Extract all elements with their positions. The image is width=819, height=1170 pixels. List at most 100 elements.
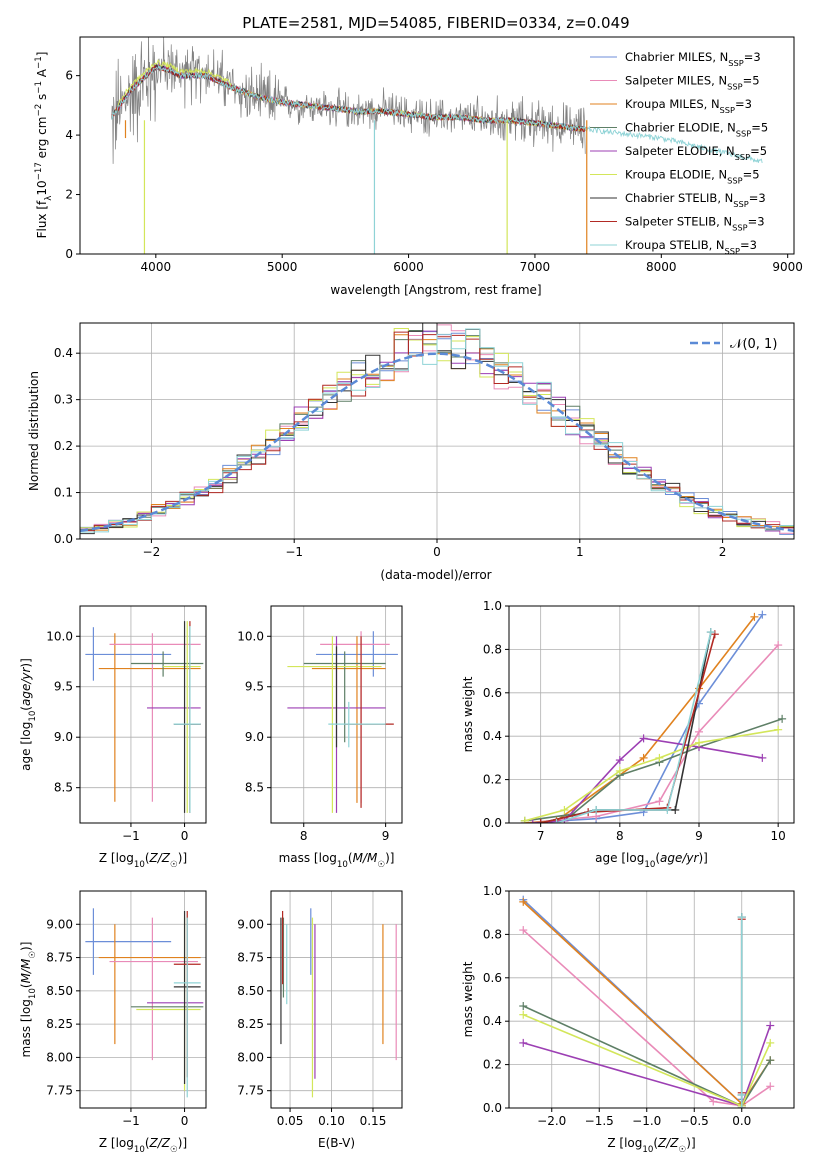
y-tick-label: 8.5	[54, 781, 73, 795]
x-tick-label: 7	[537, 829, 545, 843]
y-tick-label: 0.8	[483, 642, 502, 656]
label-part: Z [log	[607, 1136, 642, 1150]
label-part: (	[653, 1136, 658, 1150]
legend-entry: Kroupa STELIB, NSSP=3	[625, 238, 757, 256]
label-part: s	[35, 94, 49, 104]
y-tick-label: 0.4	[483, 729, 502, 743]
age-vs-z-chart: −1 08.59.09.510.0Z [log10(Z/Z☉)]age [log1…	[19, 605, 207, 870]
x-tick-label: 4000	[141, 260, 172, 274]
label-part: )]	[19, 942, 33, 951]
label-part: age/yr	[660, 851, 699, 865]
y-tick-label: 7.75	[46, 1084, 73, 1098]
axes-frame	[79, 605, 207, 824]
x-tick-label: 1	[576, 545, 584, 559]
axes-frame	[508, 890, 795, 1109]
model-spectrum-line	[111, 64, 763, 164]
legend-entry: Kroupa MILES, NSSP=3	[625, 97, 752, 115]
label-part: Z/Z	[149, 1136, 171, 1150]
label-part: −1	[34, 81, 44, 94]
x-tick-label: 0.15	[360, 1114, 387, 1128]
x-axis-label: age [log10(age/yr)]	[595, 851, 708, 870]
x-tick-label: −0.5	[680, 1114, 709, 1128]
label-part: age/yr	[19, 666, 33, 705]
label-part: age [log	[595, 851, 644, 865]
label-part: SSP	[720, 105, 735, 115]
label-part: Chabrier MILES, N	[625, 50, 728, 64]
y-tick-label: 8.5	[245, 781, 264, 795]
mass-weight-line	[524, 614, 763, 823]
plot-area	[80, 323, 794, 539]
observed-spectrum-line	[111, 37, 586, 164]
axes-frame	[270, 890, 403, 1109]
label-part: SSP	[727, 82, 742, 92]
y-tick-label: 9.5	[54, 680, 73, 694]
label-part: )]	[385, 851, 394, 865]
mass-weight-line	[522, 929, 771, 1107]
axes-frame	[79, 890, 207, 1109]
y-tick-label: 0.1	[54, 486, 73, 500]
label-part: (	[655, 851, 660, 865]
y-tick-label: 9.0	[54, 730, 73, 744]
y-tick-label: 6	[65, 69, 73, 83]
y-tick-label: 1.0	[483, 599, 502, 613]
y-axis-label: Normed distribution	[27, 371, 41, 491]
label-part: (	[145, 1136, 150, 1150]
plot-area	[287, 631, 398, 813]
label-part: mass [log	[279, 851, 337, 865]
label-part: E(B-V)	[318, 1136, 355, 1150]
label-part: SSP	[728, 58, 743, 68]
mass-weight-line	[524, 718, 783, 822]
x-tick-label: 9	[695, 829, 703, 843]
label-part: ☉	[170, 860, 178, 870]
legend-entry: Chabrier STELIB, NSSP=3	[625, 191, 766, 209]
x-axis-label: E(B-V)	[318, 1136, 355, 1150]
x-tick-label: −2.0	[537, 1114, 566, 1128]
y-tick-label: 10.0	[237, 629, 264, 643]
label-part: ☉	[28, 951, 38, 959]
model-spectrum-line	[111, 64, 589, 133]
label-part: =5	[743, 168, 760, 182]
x-tick-label: −1	[122, 1114, 140, 1128]
y-tick-label: 0.8	[483, 927, 502, 941]
y-tick-label: 0.3	[54, 393, 73, 407]
x-tick-label: 0	[181, 829, 189, 843]
mass-weight-line	[524, 728, 779, 822]
x-tick-label: −2	[143, 545, 161, 559]
plot-area	[111, 37, 763, 254]
label-part: )]	[178, 1136, 187, 1150]
label-part: SSP	[736, 129, 751, 139]
y-tick-label: 8.25	[237, 1017, 264, 1031]
y-tick-label: 0.2	[54, 439, 73, 453]
x-axis-label: Z [log10(Z/Z☉)]	[99, 1136, 187, 1155]
y-tick-label: 9.00	[46, 917, 73, 931]
y-axis-label: age [log10(age/yr)]	[19, 658, 38, 771]
histogram-step	[80, 323, 794, 539]
label-part: =5	[751, 121, 768, 135]
label-part: M/M	[353, 851, 378, 865]
figure-title: PLATE=2581, MJD=54085, FIBERID=0334, z=0…	[242, 14, 629, 32]
y-tick-label: 8.00	[237, 1050, 264, 1064]
label-part: λ	[44, 196, 54, 201]
label-part: )]	[686, 1136, 695, 1150]
y-tick-label: 0	[65, 247, 73, 261]
label-part: erg cm	[35, 117, 49, 163]
plot-area	[85, 908, 204, 1098]
x-tick-label: 2	[719, 545, 727, 559]
label-part: 10	[28, 711, 38, 722]
label-part: mass [log	[19, 999, 33, 1057]
y-tick-label: 4	[65, 128, 73, 142]
x-axis-label: (data-model)/error	[380, 568, 491, 582]
x-tick-label: 0.05	[277, 1114, 304, 1128]
y-axis-label: mass weight	[461, 961, 475, 1037]
label-part: Salpeter MILES, N	[625, 74, 727, 88]
y-axis-label: Flux [fλ10−17 erg cm−2 s−1 A−1]	[34, 52, 54, 239]
y-tick-label: 0.0	[54, 532, 73, 546]
axes-frame	[79, 322, 795, 540]
label-part: (	[348, 851, 353, 865]
y-axis-label: mass [log10(M/M☉)]	[19, 942, 38, 1058]
y-tick-label: 0.0	[483, 816, 502, 830]
label-part: 10	[642, 1145, 653, 1155]
x-tick-label: 0	[433, 545, 441, 559]
label-part: Z/Z	[149, 851, 171, 865]
x-tick-label: 8	[300, 829, 308, 843]
